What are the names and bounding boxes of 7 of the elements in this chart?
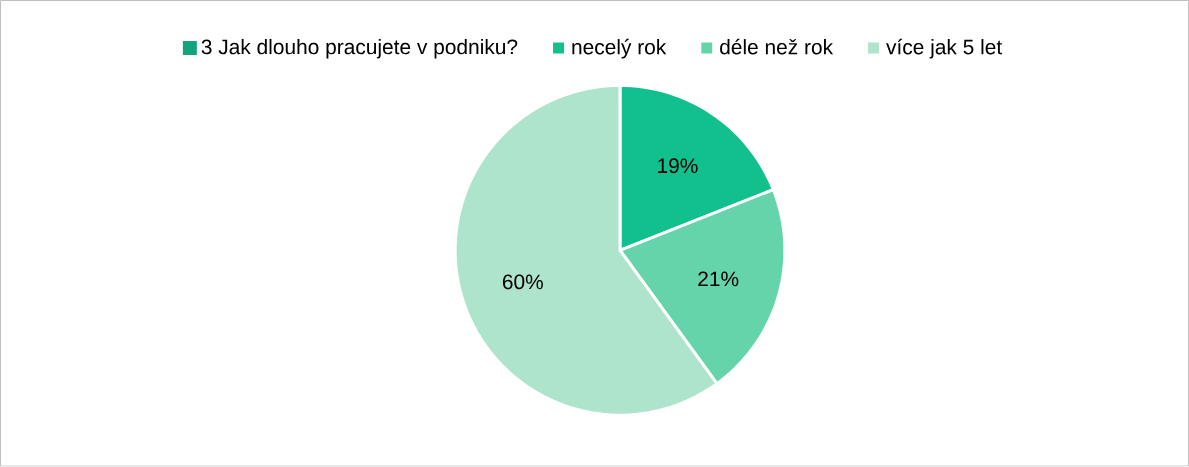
legend-label: necelý rok <box>572 39 667 59</box>
legend-label: 3 Jak dlouho pracujete v podniku? <box>201 39 518 59</box>
data-label: 21% <box>698 271 739 287</box>
legend-label: více jak 5 let <box>886 39 1003 59</box>
legend-label: déle než rok <box>720 39 834 55</box>
data-label: 19% <box>658 158 698 174</box>
data-label: 60% <box>502 274 543 290</box>
